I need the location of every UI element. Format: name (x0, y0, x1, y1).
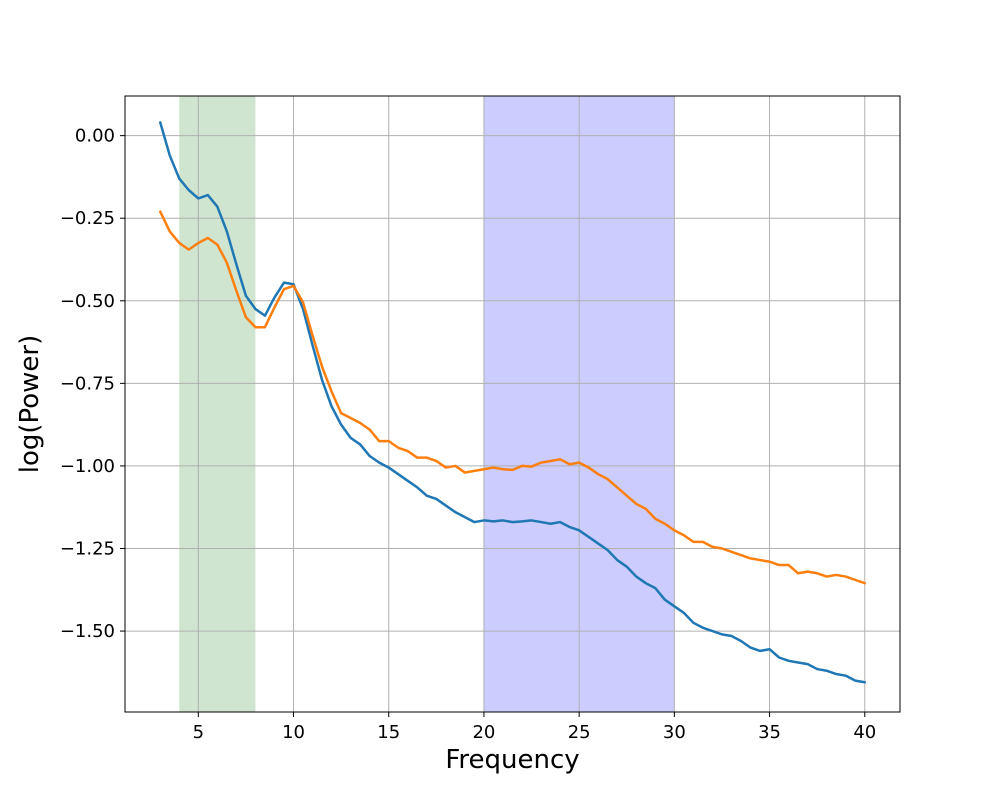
x-tick-label: 10 (282, 722, 305, 743)
plot-frame (124, 95, 901, 713)
y-tick-label: −1.25 (60, 539, 115, 560)
series-line-0 (158, 121, 867, 684)
x-axis-label: Frequency (445, 745, 579, 775)
grid-lines (125, 96, 900, 712)
y-tick-label: −0.25 (60, 208, 115, 229)
x-tick-label: 40 (853, 722, 876, 743)
x-tick-label: 30 (663, 722, 686, 743)
y-tick-label: −0.50 (60, 291, 115, 312)
y-tick-label: −1.00 (60, 456, 115, 477)
x-tick-label: 15 (377, 722, 400, 743)
x-tick-label: 20 (472, 722, 495, 743)
x-tick-label: 5 (193, 722, 204, 743)
data-series (158, 121, 867, 684)
y-axis-label: log(Power) (15, 335, 45, 474)
y-tick-label: −1.50 (60, 621, 115, 642)
y-axis-ticks: 0.00 −0.25 −0.50 −0.75 −1.00 −1.25 −1.50 (60, 126, 125, 642)
frequency-band-0 (179, 96, 256, 712)
y-tick-label: 0.00 (75, 126, 115, 147)
x-tick-label: 35 (758, 722, 781, 743)
y-tick-label: −0.75 (60, 373, 115, 394)
series-line-1 (158, 210, 867, 585)
x-tick-label: 25 (568, 722, 591, 743)
x-axis-ticks: 5 10 15 20 25 30 35 40 (193, 712, 876, 743)
